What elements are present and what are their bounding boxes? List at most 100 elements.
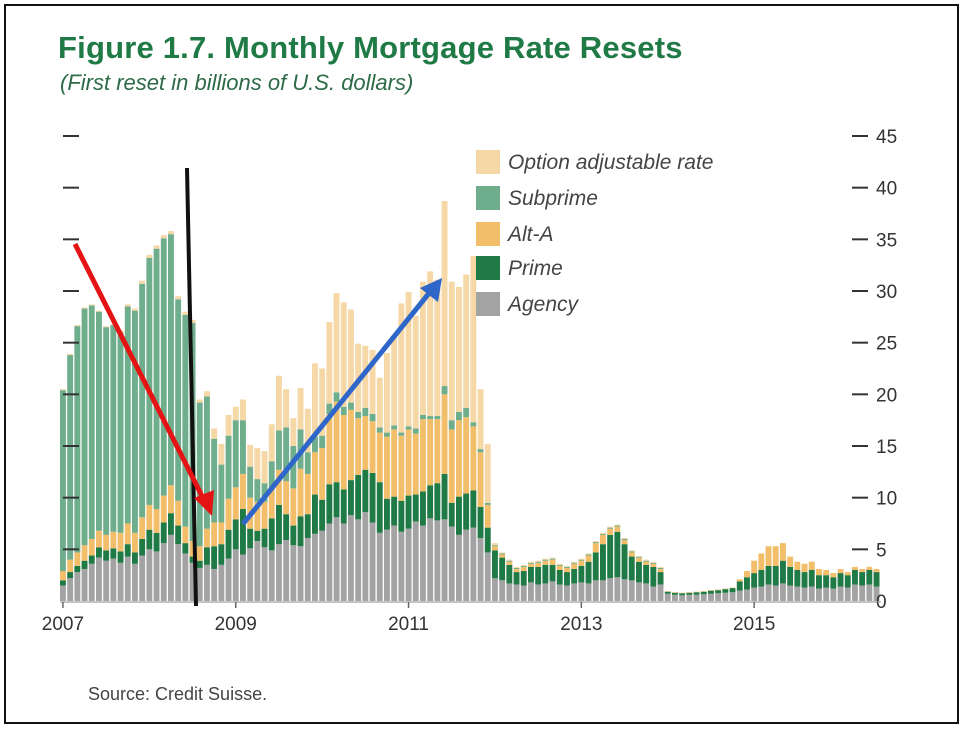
bar-segment-subprime [456, 411, 462, 421]
bar-segment-alt-a [722, 588, 729, 590]
bar-segment-alt-a [218, 522, 225, 545]
bar-segment-subprime [600, 533, 606, 535]
bar-segment-agency [160, 543, 167, 601]
bar-segment-prime [751, 573, 758, 588]
bar-segment-alt-a [844, 572, 851, 576]
legend-label: Subprime [508, 187, 598, 210]
bar-segment-subprime [312, 436, 318, 453]
bar-segment-prime [211, 546, 218, 569]
bar-segment-option-adjustable-rate [499, 552, 506, 554]
bar-segment-agency [708, 593, 714, 601]
bar-segment-alt-a [211, 522, 218, 547]
bar-segment-option-adjustable-rate [434, 279, 441, 417]
legend-label: Option adjustable rate [508, 151, 713, 174]
bar-segment-alt-a [859, 568, 866, 573]
bar-segment-prime [492, 550, 498, 579]
bar-segment-alt-a [362, 416, 369, 470]
bar-segment-agency [564, 585, 570, 601]
bar-segment-prime [103, 550, 110, 561]
bar-segment-prime [362, 469, 369, 513]
bar-segment-option-adjustable-rate [578, 558, 585, 560]
bar-segment-prime [312, 494, 318, 534]
bar-segment-option-adjustable-rate [643, 559, 650, 561]
bar-segment-agency [722, 592, 729, 601]
bar-segment-option-adjustable-rate [96, 310, 102, 312]
bar-segment-prime [355, 474, 362, 520]
bar-segment-alt-a [153, 509, 160, 533]
bar-segment-alt-a [456, 420, 462, 497]
y-tick-label: 20 [876, 385, 897, 406]
bar-segment-prime [225, 529, 232, 559]
bar-segment-subprime [477, 449, 484, 453]
bar-segment-prime [254, 530, 261, 542]
bar-segment-alt-a [348, 409, 354, 481]
bar-segment-subprime [398, 432, 405, 436]
bar-segment-prime [859, 572, 866, 586]
bar-segment-subprime [405, 426, 412, 430]
bar-segment-option-adjustable-rate [592, 541, 599, 543]
bar-segment-subprime [160, 238, 167, 496]
bar-segment-agency [74, 572, 81, 601]
bar-segment-agency [240, 554, 246, 601]
bar-segment-prime [340, 489, 347, 524]
bar-segment-agency [528, 582, 534, 601]
bar-segment-option-adjustable-rate [81, 307, 88, 309]
bar-segment-alt-a [268, 487, 275, 519]
bar-segment-option-adjustable-rate [549, 557, 556, 559]
bar-segment-alt-a [132, 532, 138, 553]
bar-segment-subprime [139, 283, 146, 518]
bar-segment-agency [124, 556, 131, 601]
legend-swatch [476, 292, 500, 316]
bar-segment-option-adjustable-rate [232, 406, 239, 421]
bar-segment-alt-a [564, 567, 570, 573]
bar-segment-agency [376, 532, 383, 601]
bar-segment-alt-a [312, 452, 318, 495]
bar-segment-prime [146, 529, 153, 550]
bar-segment-option-adjustable-rate [160, 235, 167, 239]
bar-segment-subprime [153, 248, 160, 510]
bar-segment-agency [578, 582, 585, 601]
bar-segment-option-adjustable-rate [650, 561, 657, 563]
bar-segment-option-adjustable-rate [657, 566, 664, 568]
bar-segment-alt-a [758, 553, 765, 570]
bar-segment-agency [146, 549, 153, 601]
bar-segment-option-adjustable-rate [333, 293, 340, 393]
bar-segment-alt-a [477, 452, 484, 507]
bar-segment-agency [513, 584, 520, 601]
bar-segment-prime [722, 589, 729, 593]
bar-segment-alt-a [441, 394, 448, 474]
bar-segment-subprime [448, 420, 455, 430]
bar-segment-alt-a [103, 534, 110, 551]
y-tick-label: 10 [876, 489, 897, 510]
bar-segment-agency [319, 530, 326, 601]
bar-segment-subprime [290, 446, 297, 489]
bar-segment-prime [456, 496, 462, 535]
bar-segment-agency [772, 585, 779, 601]
bar-segment-prime [621, 544, 628, 580]
bar-segment-subprime [146, 257, 153, 505]
bar-segment-alt-a [139, 517, 146, 539]
bar-segment-agency [542, 583, 549, 601]
bar-segment-prime [484, 527, 491, 553]
bar-segment-prime [117, 551, 124, 563]
bar-segment-prime [700, 591, 707, 595]
bar-segment-agency [67, 578, 74, 601]
bar-segment-agency [693, 594, 700, 601]
bar-segment-subprime [549, 558, 556, 560]
bar-segment-subprime [168, 234, 174, 486]
bar-segment-option-adjustable-rate [456, 286, 462, 412]
bar-segment-agency [765, 584, 772, 601]
bar-segment-agency [232, 549, 239, 601]
bar-segment-prime [520, 571, 527, 586]
bar-segment-agency [132, 563, 138, 601]
bar-segment-subprime [268, 461, 275, 488]
y-tick-label: 45 [876, 127, 897, 148]
bar-segment-agency [664, 593, 671, 601]
bar-segment-prime [564, 572, 570, 586]
bar-segment-prime [110, 548, 117, 559]
bar-segment-agency [592, 580, 599, 601]
bar-segment-prime [636, 561, 642, 583]
bar-segment-option-adjustable-rate [520, 564, 527, 566]
bar-segment-agency [650, 586, 657, 601]
legend-label: Agency [506, 293, 580, 316]
